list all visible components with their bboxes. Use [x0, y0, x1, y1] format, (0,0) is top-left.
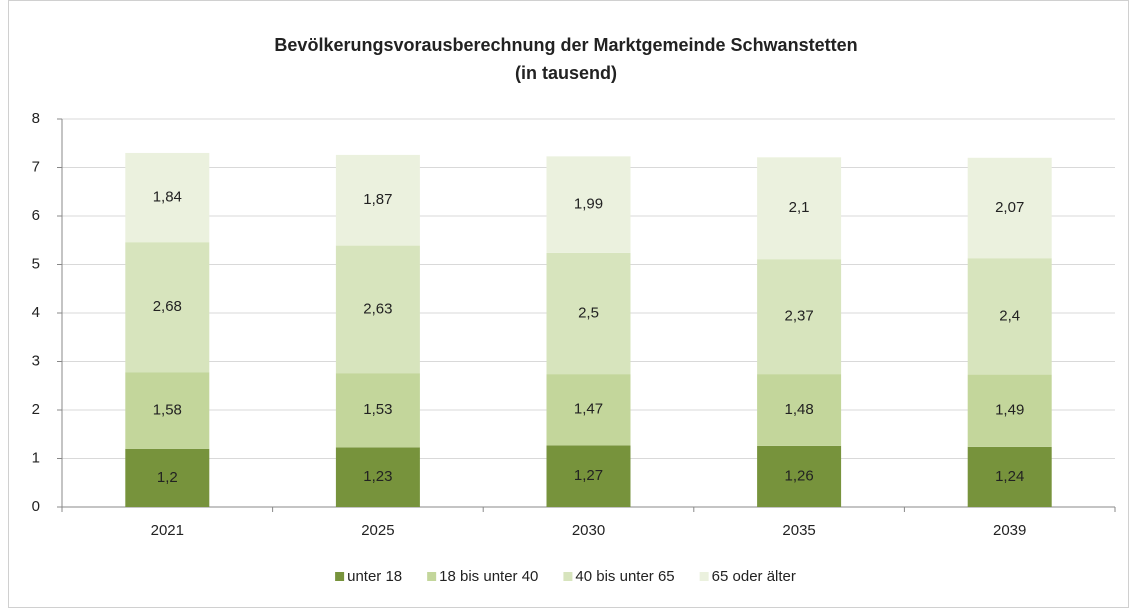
bar-segment	[967, 374, 1052, 447]
x-tick-label: 2035	[782, 522, 815, 539]
bar-segment	[335, 373, 420, 448]
bar-segment	[546, 252, 631, 375]
bar-segment	[125, 448, 210, 507]
bar-segment	[546, 445, 631, 507]
x-tick-label: 2030	[572, 522, 605, 539]
bar-segment	[757, 157, 842, 260]
legend-label: 18 bis unter 40	[439, 568, 538, 585]
x-tick-label: 2025	[361, 522, 394, 539]
data-label: 2,37	[784, 308, 813, 325]
legend-swatch	[563, 572, 573, 581]
bar-segment	[967, 157, 1052, 259]
data-label: 2,63	[363, 300, 392, 317]
data-label: 1,99	[574, 196, 603, 213]
bar-segment	[125, 242, 210, 373]
legend-swatch	[335, 572, 345, 581]
legend-swatch	[427, 572, 437, 581]
y-tick-label: 1	[32, 449, 40, 466]
legend-swatch	[699, 572, 709, 581]
legend-label: 40 bis unter 65	[575, 568, 674, 585]
bar-segment	[125, 152, 210, 243]
chart-title: Bevölkerungsvorausberechnung der Marktge…	[274, 35, 857, 55]
data-label: 2,1	[789, 199, 810, 216]
y-tick-label: 3	[32, 352, 40, 369]
bar-segment	[125, 372, 210, 449]
bar-segment	[335, 154, 420, 246]
y-tick-label: 5	[32, 255, 40, 272]
y-tick-label: 7	[32, 158, 40, 175]
bar-segment	[967, 446, 1052, 507]
data-label: 1,84	[153, 189, 182, 206]
bar-segment	[546, 156, 631, 253]
bar-segment	[757, 445, 842, 507]
data-label: 1,24	[995, 468, 1024, 485]
data-label: 1,26	[784, 467, 813, 484]
legend-label: unter 18	[347, 568, 402, 585]
data-label: 2,5	[578, 304, 599, 321]
data-label: 2,4	[999, 307, 1020, 324]
data-label: 1,2	[157, 469, 178, 486]
chart-subtitle: (in tausend)	[515, 63, 617, 83]
data-label: 1,58	[153, 401, 182, 418]
bar-segment	[546, 374, 631, 446]
bar-segment	[967, 258, 1052, 375]
bar-segment	[757, 374, 842, 446]
x-tick-label: 2021	[151, 522, 184, 539]
data-label: 1,27	[574, 467, 603, 484]
bar-segment	[757, 259, 842, 375]
y-tick-label: 6	[32, 207, 40, 224]
y-tick-label: 0	[32, 498, 40, 515]
data-label: 1,49	[995, 402, 1024, 419]
data-label: 1,47	[574, 401, 603, 418]
y-tick-label: 4	[32, 304, 40, 321]
data-label: 1,53	[363, 401, 392, 418]
bar-segment	[335, 245, 420, 374]
data-label: 1,48	[784, 401, 813, 418]
legend-label: 65 oder älter	[712, 568, 796, 585]
data-label: 2,68	[153, 298, 182, 315]
y-tick-label: 8	[32, 110, 40, 127]
y-tick-label: 2	[32, 401, 40, 418]
x-tick-label: 2039	[993, 522, 1026, 539]
bar-segment	[335, 447, 420, 507]
data-label: 2,07	[995, 199, 1024, 216]
data-label: 1,87	[363, 191, 392, 208]
data-label: 1,23	[363, 468, 392, 485]
